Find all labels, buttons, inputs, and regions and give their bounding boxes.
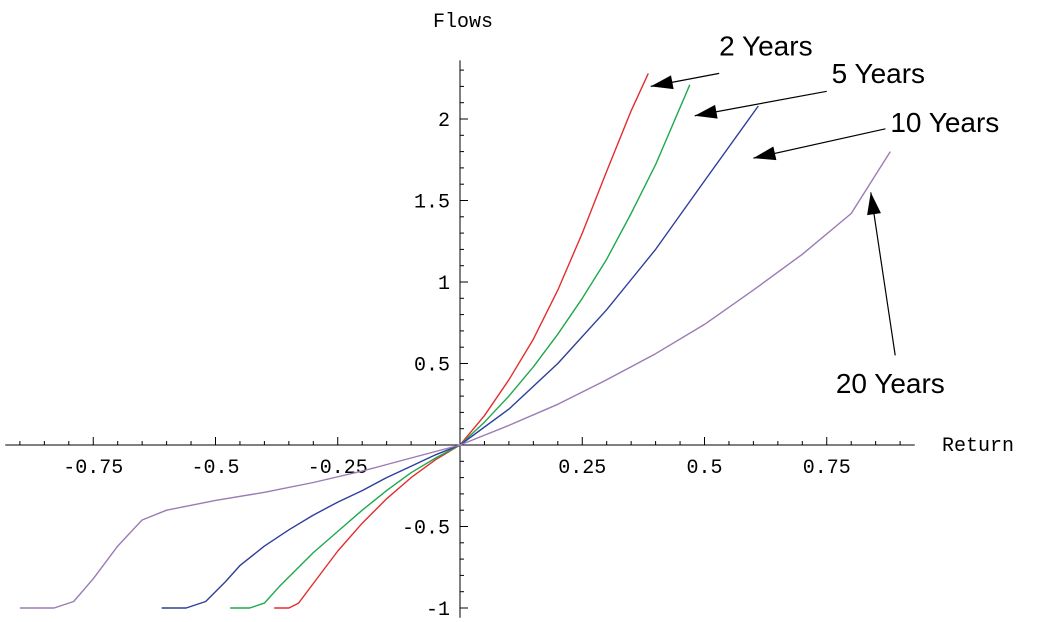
- annotation-label: 5 Years: [832, 58, 925, 89]
- annotation-arrow-head: [867, 192, 881, 216]
- annotation-label: 20 Years: [836, 368, 945, 399]
- y-tick-label: -0.5: [402, 518, 450, 541]
- y-tick-label: 1: [438, 273, 450, 296]
- series-lines: [19, 73, 891, 609]
- y-axis-title: Flows: [433, 11, 493, 34]
- axes: -0.75 -0.5 -0.25 0.25 0.5 0.75 -1 -0.5 0.5 1 1.5 2 F…: [5, 11, 1014, 622]
- series-line-0: [274, 73, 649, 609]
- annotation-label: 10 Years: [890, 107, 999, 138]
- series-line-2: [161, 105, 759, 609]
- y-tick-label: -1: [426, 599, 450, 622]
- x-tick-label: 0.5: [686, 457, 722, 480]
- annotations: 2 Years 5 Years 10 Years 20 Years: [650, 30, 999, 399]
- x-tick-label: 0.75: [803, 457, 851, 480]
- x-tick-label: -0.75: [63, 457, 123, 480]
- annotation-label: 2 Years: [719, 30, 812, 61]
- x-tick-label: 0.25: [558, 457, 606, 480]
- annotation-arrow-head: [650, 75, 674, 90]
- annotation-arrow-head: [753, 146, 777, 161]
- y-tick-label: 2: [438, 110, 450, 133]
- x-tick-label: -0.5: [191, 457, 239, 480]
- annotation-arrow-head: [694, 104, 718, 119]
- x-axis-title: Return: [942, 435, 1014, 458]
- series-line-1: [230, 84, 691, 609]
- annotation-arrow-shaft: [753, 128, 886, 159]
- series-line-3: [19, 151, 891, 609]
- x-tick-label: -0.25: [308, 457, 368, 480]
- y-tick-label: 0.5: [414, 355, 450, 378]
- annotation-arrow-shaft: [870, 192, 896, 356]
- annotation-arrow-shaft: [694, 90, 827, 117]
- y-tick-label: 1.5: [414, 192, 450, 215]
